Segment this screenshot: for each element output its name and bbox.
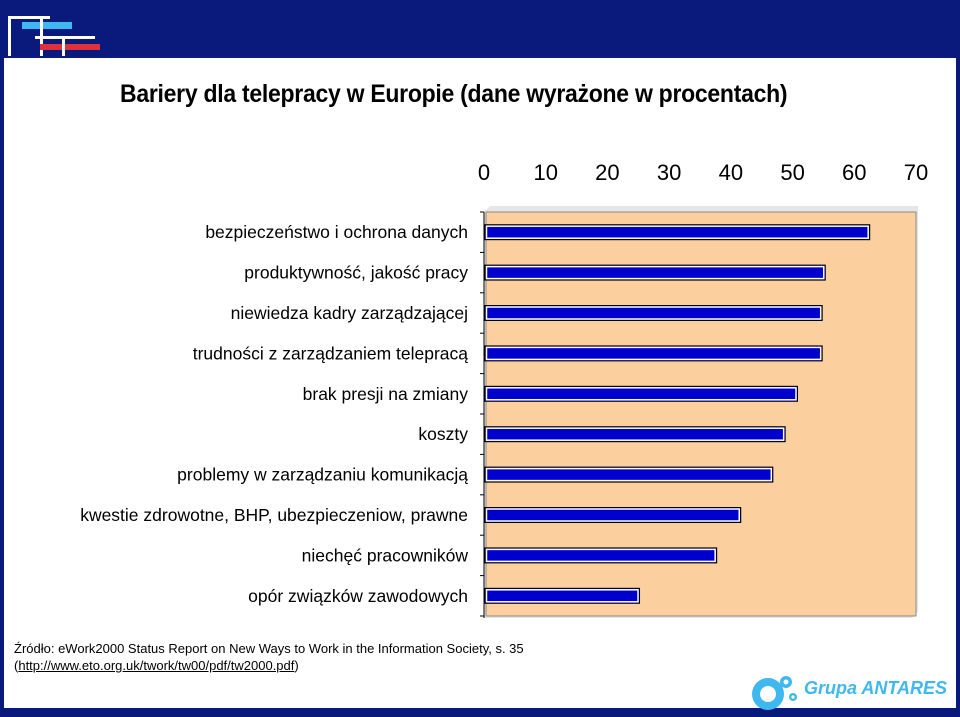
x-tick-label: 60 (842, 160, 866, 185)
brand-logo: Grupa ANTARES (748, 672, 958, 712)
bar-highlight (485, 265, 825, 280)
bar (484, 466, 774, 483)
bar (484, 224, 871, 241)
source-note: Źródło: eWork2000 Status Report on New W… (14, 640, 714, 674)
source-text: Źródło: eWork2000 Status Report on New W… (14, 641, 524, 656)
category-label: brak presji na zmiany (303, 384, 469, 404)
bar (484, 426, 786, 443)
x-tick-label: 10 (533, 160, 557, 185)
x-tick-label: 50 (780, 160, 804, 185)
category-label: kwestie zdrowotne, BHP, ubezpieczeniow, … (80, 505, 468, 525)
source-link-line: (http://www.eto.org.uk/twork/tw00/pdf/tw… (14, 657, 714, 674)
bar (484, 345, 823, 362)
bar-highlight (485, 508, 740, 522)
bar-highlight (485, 387, 797, 401)
category-label: opór związków zawodowych (248, 586, 468, 606)
category-label: niewiedza kadry zarządzającej (231, 303, 468, 323)
bar (484, 507, 742, 523)
x-tick-label: 30 (657, 160, 681, 185)
category-label: koszty (418, 424, 468, 444)
source-open-paren: ( (14, 658, 19, 673)
bar-highlight (485, 225, 869, 239)
bar (484, 305, 823, 321)
x-tick-label: 70 (904, 160, 928, 185)
category-label: bezpieczeństwo i ochrona danych (205, 222, 468, 242)
category-label: problemy w zarządzaniu komunikacją (177, 465, 468, 485)
bar (484, 385, 799, 402)
bar-highlight (485, 306, 822, 320)
x-tick-label: 40 (719, 160, 743, 185)
bar (484, 547, 718, 564)
x-tick-label: 0 (478, 160, 490, 185)
category-label: trudności z zarządzaniem telepracą (193, 343, 469, 363)
x-tick-label: 20 (595, 160, 619, 185)
category-label: produktywność, jakość pracy (244, 263, 468, 283)
bar-highlight (485, 548, 716, 563)
bubbles-icon (752, 676, 797, 710)
chart-title: Bariery dla telepracy w Europie (dane wy… (120, 80, 788, 108)
bar (484, 587, 641, 604)
bar-highlight (485, 346, 822, 361)
source-link[interactable]: http://www.eto.org.uk/twork/tw00/pdf/tw2… (18, 658, 295, 673)
source-close-paren: ) (294, 658, 299, 673)
bar (484, 264, 826, 281)
logo-mark-icon (8, 16, 100, 56)
bar-highlight (485, 589, 639, 603)
bar-highlight (485, 427, 785, 441)
bar-highlight (485, 467, 773, 482)
brand-name: Grupa ANTARES (804, 678, 948, 698)
category-label: niechęć pracowników (302, 545, 469, 565)
